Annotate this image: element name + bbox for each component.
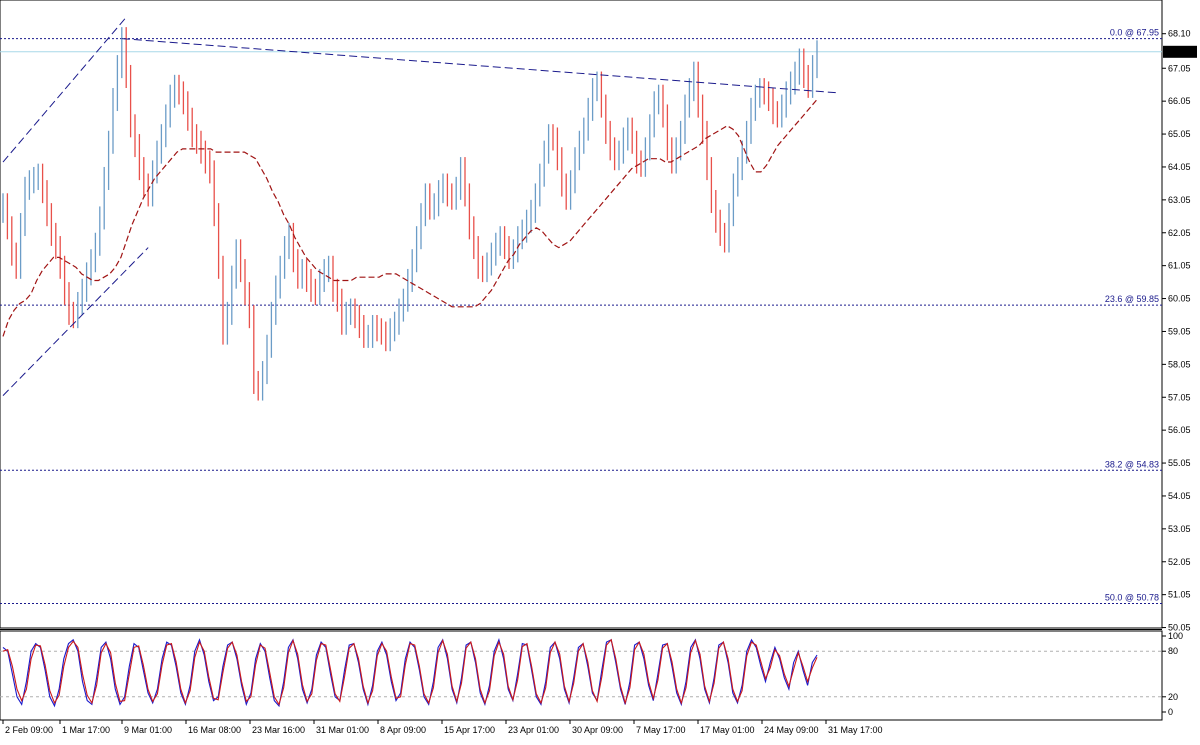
time-x-tick-label: 31 Mar 01:00 [316, 725, 369, 735]
price-y-tick-label: 57.05 [1168, 392, 1191, 402]
price-y-tick-label: 59.05 [1168, 326, 1191, 336]
price-y-tick-label: 60.05 [1168, 294, 1191, 304]
price-y-tick-label: 64.05 [1168, 162, 1191, 172]
time-x-tick-label: 7 May 17:00 [636, 725, 686, 735]
resistance-trendline [121, 38, 840, 94]
time-x-tick-label: 23 Mar 16:00 [252, 725, 305, 735]
price-y-tick-label: 58.05 [1168, 359, 1191, 369]
price-y-tick-label: 62.05 [1168, 228, 1191, 238]
stochastic-y-tick-label: 100 [1168, 631, 1183, 641]
upper-channel-line [2, 16, 127, 163]
time-x-tick-label: 15 Apr 17:00 [444, 725, 495, 735]
price-y-tick-label: 52.05 [1168, 557, 1191, 567]
price-y-tick-label: 55.05 [1168, 458, 1191, 468]
current-price-label: 67.55 [1167, 47, 1190, 57]
price-y-tick-label: 61.05 [1168, 261, 1191, 271]
fib-level-label: 23.6 @ 59.85 [1105, 294, 1159, 304]
time-x-tick-label: 8 Apr 09:00 [380, 725, 426, 735]
price-y-tick-label: 51.05 [1168, 590, 1191, 600]
stochastic-y-tick-label: 20 [1168, 692, 1178, 702]
time-x-tick-label: 1 Mar 17:00 [62, 725, 110, 735]
price-y-tick-label: 68.10 [1168, 29, 1191, 39]
time-x-tick-label: 9 Mar 01:00 [124, 725, 172, 735]
price-y-tick-label: 56.05 [1168, 425, 1191, 435]
price-panel-frame [0, 0, 1163, 629]
current-price-badge [1163, 45, 1197, 58]
stochastic-y-tick-label: 0 [1168, 707, 1173, 717]
fib-level-label: 38.2 @ 54.83 [1105, 459, 1159, 469]
moving-average-line [2, 99, 818, 337]
stochastic-y-tick-label: 80 [1168, 646, 1178, 656]
time-x-tick-label: 31 May 17:00 [828, 725, 883, 735]
price-y-tick-label: 65.05 [1168, 129, 1191, 139]
stochastic-signal-line [2, 638, 818, 706]
time-x-tick-label: 24 May 09:00 [764, 725, 819, 735]
price-y-tick-label: 54.05 [1168, 491, 1191, 501]
fib-level-label: 50.0 @ 50.78 [1105, 593, 1159, 603]
time-x-tick-label: 23 Apr 01:00 [508, 725, 559, 735]
stochastic-panel-frame [0, 630, 1163, 721]
lower-channel-line [2, 247, 149, 396]
time-x-tick-label: 2 Feb 09:00 [5, 725, 53, 735]
price-y-tick-label: 66.05 [1168, 96, 1191, 106]
time-x-tick-label: 17 May 01:00 [700, 725, 755, 735]
price-y-tick-label: 53.05 [1168, 524, 1191, 534]
price-y-tick-label: 63.05 [1168, 195, 1191, 205]
price-y-tick-label: 50.05 [1168, 623, 1191, 633]
time-x-tick-label: 16 Mar 08:00 [188, 725, 241, 735]
price-y-tick-label: 67.05 [1168, 63, 1191, 73]
fib-level-label: 0.0 @ 67.95 [1110, 28, 1159, 38]
time-x-tick-label: 30 Apr 09:00 [572, 725, 623, 735]
